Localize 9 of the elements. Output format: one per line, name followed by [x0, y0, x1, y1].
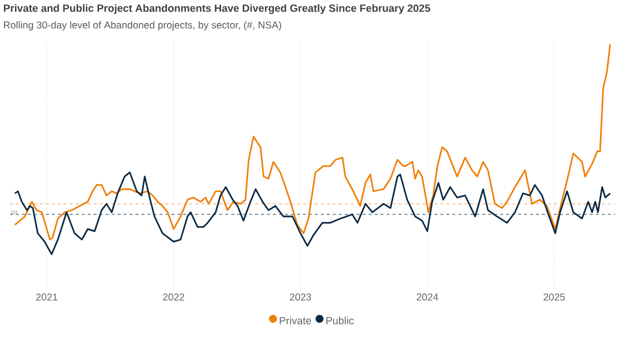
chart-subtitle: Rolling 30-day level of Abandoned projects, by sector, (#, NSA) [4, 21, 282, 30]
chart-title: Private and Public Project Abandonments Have Diverged Greatly Since February 2025 [4, 4, 430, 14]
legend-label: Public [326, 316, 354, 324]
x-tick-label: 2023 [290, 294, 312, 301]
x-tick-label: 2022 [163, 294, 184, 301]
legend-label: Private [280, 316, 312, 324]
x-tick-label: 2025 [544, 294, 565, 301]
x-tick-label: 2021 [36, 294, 58, 301]
x-tick-label: 2024 [416, 294, 438, 301]
